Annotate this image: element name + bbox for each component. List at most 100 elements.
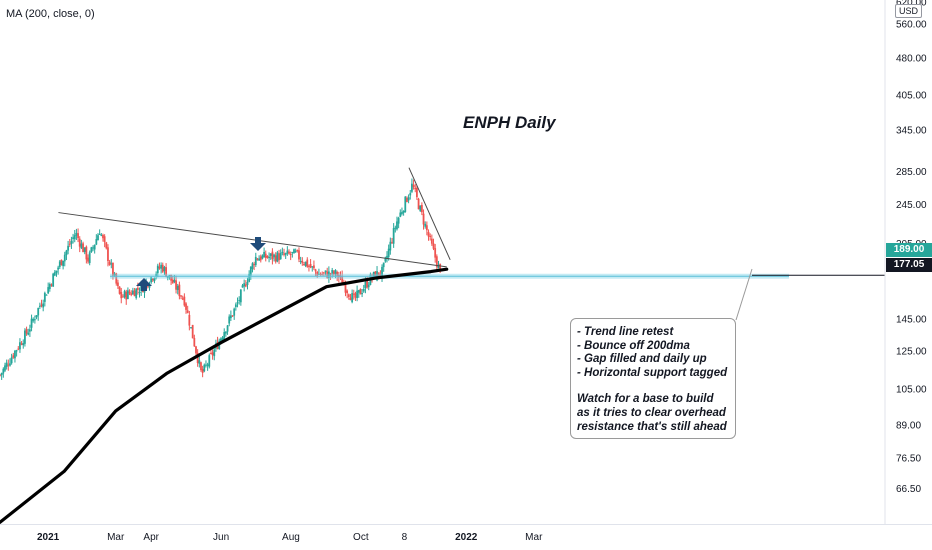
candle-body xyxy=(367,284,370,288)
candle-body xyxy=(276,252,279,262)
descending-trendline xyxy=(58,212,447,268)
candle-body xyxy=(10,357,13,364)
candle-body xyxy=(341,275,344,286)
candle-body xyxy=(349,297,352,301)
candles xyxy=(0,178,442,380)
candle-body xyxy=(233,308,236,316)
candle-body xyxy=(103,236,106,242)
candle-body xyxy=(138,292,141,294)
candle-body xyxy=(105,242,108,249)
candle-body xyxy=(65,250,68,256)
candle-body xyxy=(244,284,247,287)
candle-body xyxy=(407,197,410,201)
candle-body xyxy=(63,254,66,262)
candle-body xyxy=(284,253,287,255)
candle-body xyxy=(85,246,88,260)
candle-body xyxy=(120,292,123,299)
candle-body xyxy=(269,253,272,256)
candle-body xyxy=(107,247,109,262)
currency-badge[interactable]: USD xyxy=(895,4,923,18)
candle-body xyxy=(77,233,79,239)
candle-body xyxy=(83,247,86,253)
candle-body xyxy=(279,253,282,260)
candle-body xyxy=(402,210,405,213)
candle-body xyxy=(344,284,347,293)
candle-body xyxy=(364,281,367,288)
candle-body xyxy=(221,337,224,340)
callout-pointer xyxy=(735,268,753,321)
candle-body xyxy=(392,228,395,244)
candle-body xyxy=(198,360,201,364)
candle-body xyxy=(316,271,319,277)
candle-body xyxy=(416,187,418,198)
candle-body xyxy=(429,235,432,237)
price-tag-last-close: 189.00 xyxy=(886,243,932,257)
time-axis[interactable]: 2021 Mar Apr Jun Aug Oct 8 2022 Mar xyxy=(0,524,932,544)
candle-body xyxy=(115,273,118,284)
candle-body xyxy=(38,305,41,307)
callout-annotation: - Trend line retest - Bounce off 200dma … xyxy=(570,318,736,439)
candle-body xyxy=(374,271,377,280)
price-axis-label: 405.00 xyxy=(896,90,927,101)
candle-body xyxy=(308,265,310,267)
candle-body xyxy=(191,324,194,339)
note-line: Watch for a base to build xyxy=(577,393,714,406)
candle-body xyxy=(322,272,325,274)
candle-body xyxy=(386,255,388,259)
candle-body xyxy=(391,242,393,244)
candle-body xyxy=(15,350,18,352)
price-axis-label: 105.00 xyxy=(896,385,927,396)
candle-body xyxy=(211,352,214,356)
note-line: resistance that's still ahead xyxy=(577,420,727,433)
indicator-legend[interactable]: MA (200, close, 0) xyxy=(6,8,95,20)
candle-body xyxy=(60,259,63,266)
candle-body xyxy=(231,315,234,317)
candle-body xyxy=(313,265,315,269)
candle-body xyxy=(171,279,174,284)
candle-body xyxy=(153,277,156,281)
candle-body xyxy=(128,291,131,294)
note-bullet: - Bounce off 200dma xyxy=(577,339,690,352)
time-axis-label: Aug xyxy=(282,532,300,543)
candle-body xyxy=(148,284,151,288)
candle-body xyxy=(97,235,99,241)
candle-body xyxy=(14,350,16,359)
note-bullet: - Trend line retest xyxy=(577,326,674,338)
candle-body xyxy=(324,270,327,273)
time-axis-label: Mar xyxy=(525,532,543,543)
candle-body xyxy=(73,235,76,240)
candle-body xyxy=(4,365,6,371)
candle-body xyxy=(259,256,262,261)
arrow-down-icon xyxy=(250,237,266,251)
candle-body xyxy=(362,288,365,292)
candle-body xyxy=(110,263,113,265)
candle-body xyxy=(166,276,169,278)
candle-body xyxy=(334,269,337,275)
plot-area[interactable] xyxy=(0,167,885,524)
candle-body xyxy=(382,262,385,268)
candle-body xyxy=(48,283,51,290)
candle-body xyxy=(82,243,84,253)
candle-body xyxy=(321,274,324,276)
note-bullet: - Horizontal support tagged xyxy=(577,366,728,379)
price-axis-label: 145.00 xyxy=(896,314,927,325)
price-axis-label: 345.00 xyxy=(896,125,927,136)
time-axis-label: Apr xyxy=(143,532,159,543)
candle-body xyxy=(130,293,133,296)
candle-body xyxy=(359,288,362,295)
candle-body xyxy=(261,255,264,259)
arrow-up-icon xyxy=(136,278,152,291)
candle-body xyxy=(185,303,187,310)
candle-body xyxy=(150,277,153,283)
candle-body xyxy=(206,364,209,366)
candle-body xyxy=(399,212,402,217)
candle-body xyxy=(412,184,415,188)
candle-body xyxy=(158,266,161,269)
candle-body xyxy=(356,290,359,299)
candle-body xyxy=(43,292,46,302)
candle-body xyxy=(293,249,295,254)
candle-body xyxy=(278,253,280,261)
candle-body xyxy=(25,329,28,334)
candle-body xyxy=(311,266,314,268)
